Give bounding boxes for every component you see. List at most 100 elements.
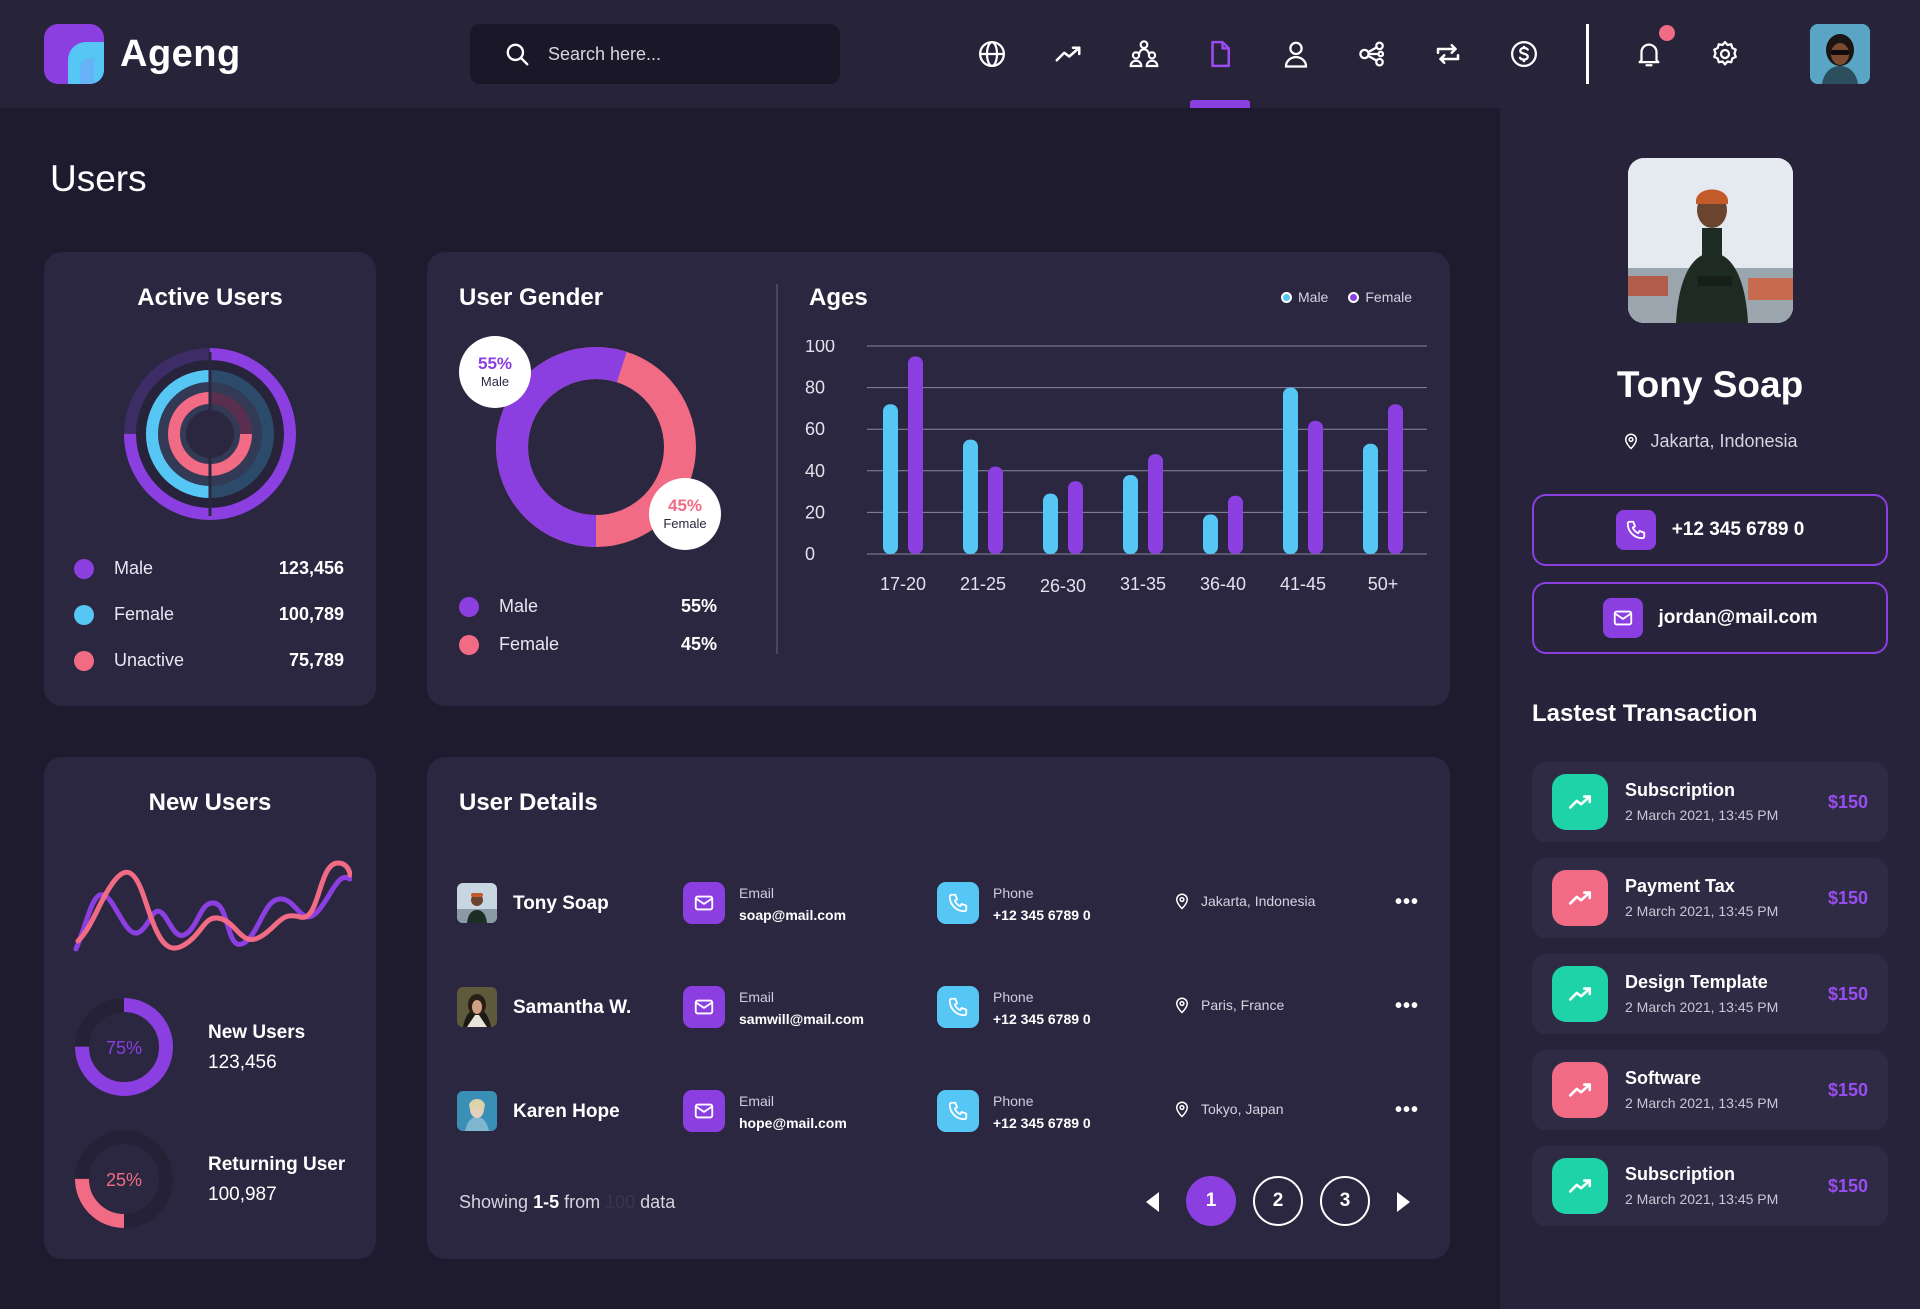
transaction-item[interactable]: Subscription 2 March 2021, 13:45 PM $150 bbox=[1532, 762, 1888, 842]
showing-total: 100 bbox=[605, 1192, 636, 1212]
user-name[interactable]: Karen Hope bbox=[513, 1101, 620, 1122]
phone-label: Phone bbox=[993, 989, 1034, 1005]
transaction-name: Design Template bbox=[1625, 972, 1768, 992]
male-dot-icon bbox=[459, 596, 479, 617]
bar-female-50+ bbox=[1388, 404, 1403, 554]
new-users-card: New Users 75% New Users 123,456 25% Retu… bbox=[44, 757, 376, 1259]
profile-panel: Tony Soap Jakarta, Indonesia +12 345 678… bbox=[1500, 108, 1920, 1309]
notification-badge bbox=[1659, 25, 1675, 41]
transaction-item[interactable]: Subscription 2 March 2021, 13:45 PM $150 bbox=[1532, 1146, 1888, 1226]
legend-label: Female bbox=[114, 604, 175, 624]
transaction-date: 2 March 2021, 13:45 PM bbox=[1625, 1095, 1779, 1111]
y-tick-label: 0 bbox=[805, 544, 815, 564]
table-row[interactable]: Tony Soap Email soap@mail.com Phone +12 … bbox=[457, 873, 1418, 933]
more-options-icon[interactable]: ••• bbox=[1395, 995, 1420, 1017]
transaction-name: Subscription bbox=[1625, 1164, 1736, 1184]
legend-value: 55% bbox=[680, 596, 717, 616]
user-name[interactable]: Samantha W. bbox=[513, 997, 632, 1018]
bar-male-26-30 bbox=[1043, 493, 1058, 554]
gender-donut-chart bbox=[496, 347, 696, 547]
gear-icon[interactable] bbox=[1705, 34, 1745, 74]
ages-bar-chart: 100 80 60 40 20 0 17-20 21-25 26-30 31-35 36-40 41-… bbox=[805, 340, 1427, 596]
bar-male-50+ bbox=[1363, 443, 1378, 554]
x-tick-label: 50+ bbox=[1368, 574, 1399, 594]
y-tick-label: 40 bbox=[805, 461, 825, 481]
email-value[interactable]: hope@mail.com bbox=[739, 1115, 847, 1131]
profile-email-button[interactable]: jordan@mail.com bbox=[1532, 582, 1888, 654]
profile-location: Jakarta, Indonesia bbox=[1500, 430, 1920, 452]
email-label: Email bbox=[739, 989, 775, 1005]
repeat-icon[interactable] bbox=[1428, 34, 1468, 74]
document-icon[interactable] bbox=[1200, 34, 1240, 74]
user-gender-title: User Gender bbox=[459, 284, 604, 311]
chart-legend-male: Male bbox=[1298, 289, 1329, 305]
user-icon[interactable] bbox=[1276, 34, 1316, 74]
more-options-icon[interactable]: ••• bbox=[1395, 891, 1420, 913]
email-value[interactable]: samwill@mail.com bbox=[739, 1011, 864, 1027]
table-row[interactable]: Karen Hope Email hope@mail.com Phone +12… bbox=[457, 1081, 1418, 1141]
bar-male-36-40 bbox=[1203, 514, 1218, 554]
app-name: Ageng bbox=[120, 32, 241, 75]
bar-female-26-30 bbox=[1068, 481, 1083, 554]
female-legend-dot-icon bbox=[1348, 291, 1360, 303]
trending-icon[interactable] bbox=[1048, 34, 1088, 74]
y-tick-label: 60 bbox=[805, 419, 825, 439]
bar-male-21-25 bbox=[963, 439, 978, 554]
email-icon[interactable] bbox=[683, 986, 725, 1028]
bar-female-41-45 bbox=[1308, 420, 1323, 554]
table-row[interactable]: Samantha W. Email samwill@mail.com Phone… bbox=[457, 977, 1418, 1037]
page-3-button[interactable]: 3 bbox=[1320, 1176, 1370, 1226]
dollar-icon[interactable] bbox=[1504, 34, 1544, 74]
transaction-date: 2 March 2021, 13:45 PM bbox=[1625, 807, 1779, 823]
chart-legend: Male Female bbox=[1281, 289, 1412, 305]
user-details-title: User Details bbox=[459, 789, 598, 816]
legend-value: 100,789 bbox=[278, 604, 344, 624]
search-input[interactable] bbox=[548, 43, 788, 65]
app-logo[interactable]: Ageng bbox=[44, 24, 241, 84]
gender-ages-card: User Gender 55% Male 45% Female Male 55% … bbox=[427, 252, 1450, 706]
trending-up-icon bbox=[1552, 870, 1608, 926]
user-avatar[interactable] bbox=[1810, 24, 1870, 84]
phone-icon[interactable] bbox=[937, 986, 979, 1028]
x-tick-label: 26-30 bbox=[1040, 576, 1086, 596]
bell-icon[interactable] bbox=[1629, 34, 1669, 74]
email-icon[interactable] bbox=[683, 882, 725, 924]
phone-icon[interactable] bbox=[937, 882, 979, 924]
returning-users-label: Returning User bbox=[208, 1154, 346, 1175]
globe-icon[interactable] bbox=[972, 34, 1012, 74]
x-tick-label: 17-20 bbox=[880, 574, 926, 594]
nav-divider bbox=[1586, 24, 1589, 84]
legend-male: Male 123,456 bbox=[74, 558, 344, 579]
transaction-amount: $150 bbox=[1827, 1176, 1868, 1196]
location-pin-icon bbox=[1175, 893, 1189, 910]
share-icon[interactable] bbox=[1352, 34, 1392, 74]
phone-label: Phone bbox=[993, 885, 1034, 901]
y-tick-label: 100 bbox=[805, 340, 835, 356]
prev-page-icon[interactable] bbox=[1146, 1192, 1160, 1212]
returning-users-progress-ring: 25% bbox=[75, 1130, 173, 1228]
transaction-item[interactable]: Software 2 March 2021, 13:45 PM $150 bbox=[1532, 1050, 1888, 1130]
user-name[interactable]: Tony Soap bbox=[513, 893, 609, 914]
new-users-progress-ring: 75% bbox=[75, 998, 173, 1096]
email-value[interactable]: soap@mail.com bbox=[739, 907, 847, 923]
transaction-date: 2 March 2021, 13:45 PM bbox=[1625, 1191, 1779, 1207]
more-options-icon[interactable]: ••• bbox=[1395, 1099, 1420, 1121]
ages-title: Ages bbox=[809, 284, 868, 311]
team-icon[interactable] bbox=[1124, 34, 1164, 74]
page-title: Users bbox=[50, 158, 147, 199]
legend-label: Male bbox=[114, 558, 154, 578]
transaction-item[interactable]: Design Template 2 March 2021, 13:45 PM $… bbox=[1532, 954, 1888, 1034]
next-page-icon[interactable] bbox=[1396, 1192, 1410, 1212]
male-pct-bubble: 55% Male bbox=[459, 336, 531, 408]
email-icon[interactable] bbox=[683, 1090, 725, 1132]
top-bar: Ageng bbox=[0, 0, 1920, 108]
page-2-button[interactable]: 2 bbox=[1253, 1176, 1303, 1226]
page-1-button[interactable]: 1 bbox=[1186, 1176, 1236, 1226]
bar-female-36-40 bbox=[1228, 495, 1243, 554]
transaction-date: 2 March 2021, 13:45 PM bbox=[1625, 999, 1779, 1015]
returning-users-pct: 25% bbox=[106, 1170, 142, 1190]
transaction-item[interactable]: Payment Tax 2 March 2021, 13:45 PM $150 bbox=[1532, 858, 1888, 938]
phone-icon[interactable] bbox=[937, 1090, 979, 1132]
profile-phone-button[interactable]: +12 345 6789 0 bbox=[1532, 494, 1888, 566]
search-bar[interactable] bbox=[470, 24, 840, 84]
